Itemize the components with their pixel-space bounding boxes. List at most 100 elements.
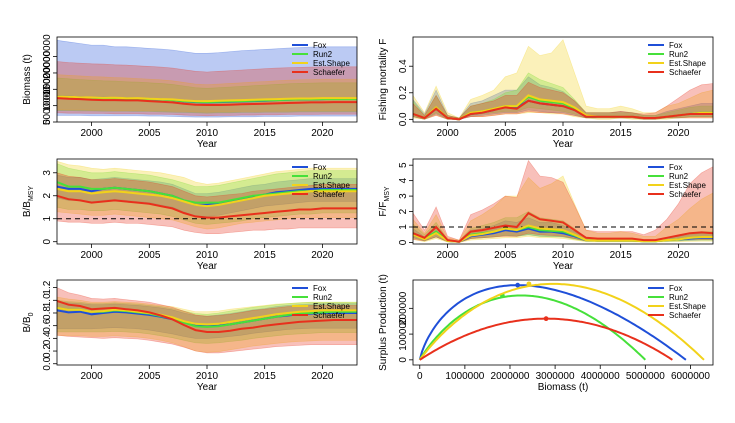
y-tick-label: 200000: [398, 291, 409, 325]
ribbon-run2: [413, 72, 713, 120]
y-tick-label: 0.0: [398, 112, 409, 126]
x-tick-label: 6000000: [671, 371, 710, 382]
x-tick-label: 2020: [667, 128, 690, 139]
x-tick-label: 2015: [254, 250, 277, 261]
series-line-est-shape: [57, 187, 357, 208]
curve-est-shape: [418, 282, 705, 361]
y-tick-label: 5000000: [42, 86, 53, 125]
y-tick-label: 1: [398, 224, 409, 230]
legend-label: Run2: [313, 50, 333, 59]
y-tick-label: 0.2: [398, 85, 409, 99]
y-axis-label-main: B/B: [22, 201, 33, 217]
legend-label: Schaefer: [313, 68, 345, 77]
x-axis-label: Year: [197, 261, 218, 272]
legend-label: Schaefer: [669, 68, 701, 77]
x-axis-label: Year: [197, 382, 218, 393]
y-axis-label-subscript: 0: [28, 312, 35, 316]
ribbon-fox: [57, 174, 357, 217]
legend-label: Run2: [313, 172, 333, 181]
y-axis-label: Fishing mortality F: [378, 39, 389, 121]
x-tick-label: 0: [417, 371, 423, 382]
x-tick-label: 2010: [196, 128, 219, 139]
legend-label: Est.Shape: [669, 181, 706, 190]
x-tick-label: 5000000: [626, 371, 665, 382]
y-tick-label: 20000000: [42, 34, 53, 79]
x-tick-label: 2005: [138, 371, 161, 382]
y-axis-label-subscript: MSY: [28, 186, 35, 202]
x-tick-label: 2015: [254, 371, 277, 382]
y-tick-label: 3: [398, 193, 409, 199]
legend-label: Fox: [669, 41, 682, 50]
x-tick-label: 3000000: [536, 371, 575, 382]
x-tick-label: 2005: [138, 128, 161, 139]
x-tick-label: 2010: [552, 128, 575, 139]
legend-label: Fox: [669, 284, 682, 293]
y-tick-label: 100000: [398, 317, 409, 351]
panel-fishing-mortality: 2000 2005 2010 2015 2020 0.0 0.2 0.4 Year Fishing…: [378, 36, 714, 150]
y-tick-label: 0.6: [42, 318, 53, 332]
legend-label: Fox: [669, 163, 682, 172]
legend-label: Est.Shape: [313, 302, 350, 311]
y-tick-label: 3: [42, 170, 53, 176]
legend-label: Est.Shape: [669, 59, 706, 68]
y-tick-label: 0.4: [42, 331, 53, 345]
y-axis-label: Surplus Production (t): [378, 274, 389, 371]
msy-point-schaefer: [543, 316, 549, 322]
y-tick-label: 0: [42, 238, 53, 244]
x-tick-label: 2010: [196, 371, 219, 382]
x-tick-label: 2020: [311, 128, 334, 139]
ribbon-fox: [413, 76, 713, 120]
plot-area: [418, 281, 705, 361]
y-tick-label: 0: [398, 357, 409, 363]
panel-b-bmsy: 2000 2005 2010 2015 2020 0 1 2 3 Year B/BMSY FoxRun…: [22, 158, 358, 272]
panel-biomass: 2000 2005 2010 2015 2020 05000000100000001500…: [22, 34, 358, 150]
series-line-schaefer: [57, 194, 357, 219]
x-tick-label: 2010: [552, 250, 575, 261]
x-tick-label: 1000000: [445, 371, 484, 382]
x-tick-label: 2005: [494, 250, 517, 261]
x-tick-label: 2000: [80, 128, 103, 139]
y-tick-label: 0.2: [42, 344, 53, 358]
x-tick-label: 2020: [311, 371, 334, 382]
x-tick-label: 2015: [254, 128, 277, 139]
plot-area: [413, 159, 713, 243]
y-tick-label: 10000000: [42, 67, 53, 112]
legend-label: Fox: [313, 163, 326, 172]
y-tick-label: 15000000: [42, 50, 53, 95]
x-tick-label: 2020: [311, 250, 334, 261]
x-tick-label: 4000000: [581, 371, 620, 382]
legend-label: Fox: [313, 284, 326, 293]
y-axis-label-main: B/B: [22, 316, 33, 332]
plot-area: [57, 160, 357, 234]
ribbon-est-shape: [413, 39, 713, 120]
x-tick-label: 2000: [436, 128, 459, 139]
plot-area: [413, 39, 713, 121]
y-tick-label: 1: [42, 216, 53, 222]
ribbon-schaefer: [413, 159, 713, 243]
ribbon-schaefer: [57, 287, 357, 354]
y-axis-label-main: Biomass (t): [22, 54, 33, 105]
msy-point-fox: [515, 282, 521, 288]
y-tick-label: 5: [398, 162, 409, 168]
ribbon-run2: [57, 77, 357, 114]
y-axis-label: B/BMSY: [22, 186, 35, 218]
y-axis-label-main: Surplus Production (t): [378, 274, 389, 371]
x-tick-label: 2015: [610, 128, 633, 139]
y-axis-label-subscript: MSY: [384, 186, 391, 202]
legend-label: Run2: [313, 293, 333, 302]
plot-area: [57, 39, 357, 118]
series-line-schaefer: [413, 99, 713, 121]
legend-label: Schaefer: [669, 190, 701, 199]
y-tick-label: 0.8: [42, 306, 53, 320]
y-tick-label: 0: [42, 119, 53, 125]
legend-label: Run2: [669, 172, 689, 181]
x-axis-label: Biomass (t): [538, 382, 589, 393]
series-line-est-shape: [57, 306, 357, 326]
y-axis-label-main: F/F: [378, 202, 389, 217]
legend-label: Est.Shape: [669, 302, 706, 311]
x-axis-label: Year: [553, 261, 574, 272]
y-axis-label: Biomass (t): [22, 54, 33, 105]
y-tick-label: 0.4: [398, 59, 409, 73]
panel-surplus-production: 0 1000000 2000000 3000000 4000000 5000000 6000…: [378, 274, 714, 393]
